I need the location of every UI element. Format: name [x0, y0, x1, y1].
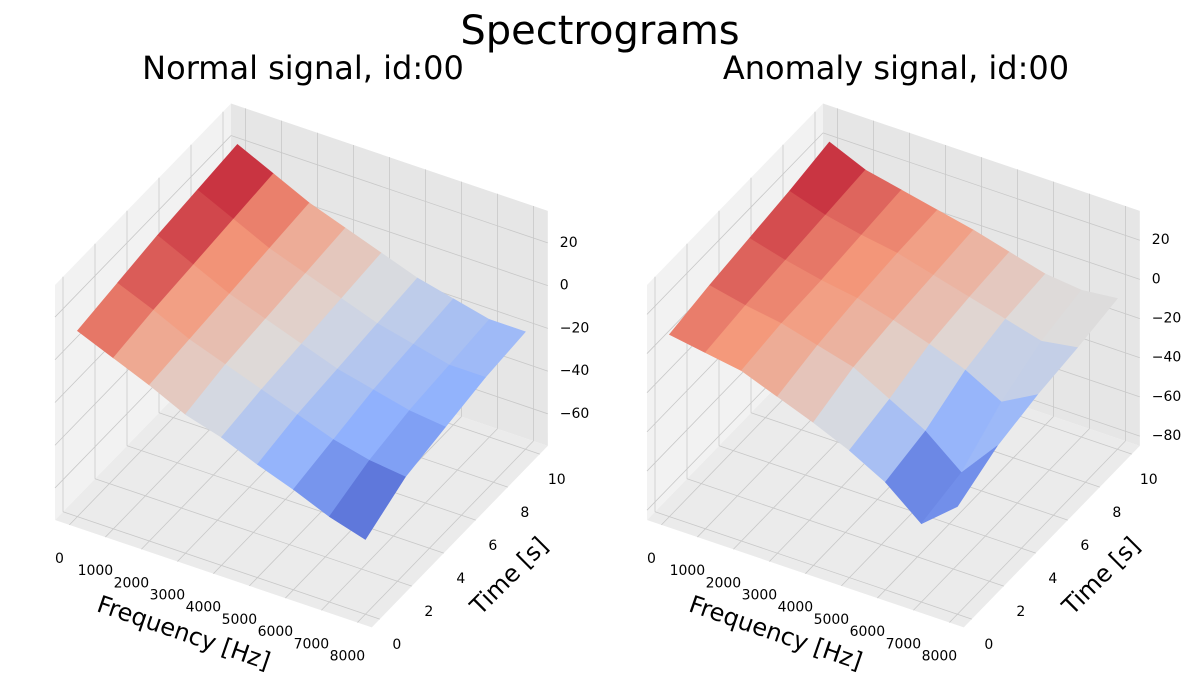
y-tick-label: 10: [1140, 472, 1158, 488]
grid-line: [654, 511, 972, 620]
y-tick-label: 10: [548, 472, 566, 488]
z-tick-label: −40: [560, 363, 590, 379]
y-tick-label: 0: [984, 637, 993, 653]
grid-line: [913, 428, 1090, 611]
grid-line: [126, 445, 444, 554]
y-tick-label: 8: [520, 505, 529, 521]
x-tick-label: 8000: [922, 648, 958, 664]
grid-line: [230, 135, 548, 244]
y-tick-label: 6: [488, 538, 497, 554]
grid-line: [686, 478, 1004, 587]
y-tick-label: 6: [1080, 538, 1089, 554]
z-tick-label: −80: [1152, 428, 1182, 444]
z-tick-label: 20: [560, 235, 578, 251]
z-tick-label: 0: [1152, 271, 1161, 287]
y-axis-label: Time [s]: [464, 531, 554, 621]
subplot-title: Normal signal, id:00: [142, 49, 464, 87]
x-tick-label: 4000: [778, 600, 814, 616]
grid-line: [321, 428, 498, 611]
z-tick-label: 0: [560, 278, 569, 294]
y-axis-label: Time [s]: [1056, 531, 1146, 621]
subplot-title: Anomaly signal, id:00: [723, 49, 1069, 87]
z-tick-label: −60: [560, 406, 590, 422]
x-tick-label: 3000: [150, 587, 186, 603]
x-tick-label: 5000: [222, 612, 258, 628]
x-tick-label: 6000: [258, 624, 294, 640]
grid-line: [357, 440, 534, 623]
grid-line: [62, 511, 380, 620]
x-tick-label: 4000: [186, 600, 222, 616]
grid-line: [94, 478, 412, 587]
surface-patch: [921, 445, 998, 524]
grid-line: [646, 132, 824, 315]
z-tick-label: −20: [560, 320, 590, 336]
x-tick-label: 7000: [294, 636, 330, 652]
x-tick-label: 2000: [114, 575, 150, 591]
x-tick-label: 1000: [78, 563, 114, 579]
x-tick-label: 0: [647, 551, 656, 567]
x-tick-label: 5000: [814, 612, 850, 628]
x-tick-label: 1000: [670, 563, 706, 579]
figure-title: Spectrograms: [460, 8, 739, 54]
x-tick-label: 3000: [742, 587, 778, 603]
z-tick-label: −60: [1152, 389, 1182, 405]
y-tick-label: 4: [456, 571, 465, 587]
z-tick-label: −20: [1152, 311, 1182, 327]
surface-patch: [328, 459, 406, 540]
grid-line: [54, 135, 232, 318]
y-tick-label: 0: [392, 637, 401, 653]
y-tick-label: 2: [424, 604, 433, 620]
x-tick-label: 8000: [330, 648, 366, 664]
grid-line: [718, 445, 1036, 554]
grid-line: [822, 132, 1140, 241]
y-tick-label: 8: [1112, 505, 1121, 521]
x-tick-label: 2000: [706, 575, 742, 591]
z-tick-label: 20: [1152, 232, 1170, 248]
grid-line: [949, 440, 1126, 623]
z-tick-label: −40: [1152, 350, 1182, 366]
y-tick-label: 4: [1048, 571, 1057, 587]
x-tick-label: 6000: [850, 624, 886, 640]
x-tick-label: 7000: [886, 636, 922, 652]
y-tick-label: 2: [1016, 604, 1025, 620]
grid-line: [877, 416, 1054, 599]
x-tick-label: 0: [55, 551, 64, 567]
